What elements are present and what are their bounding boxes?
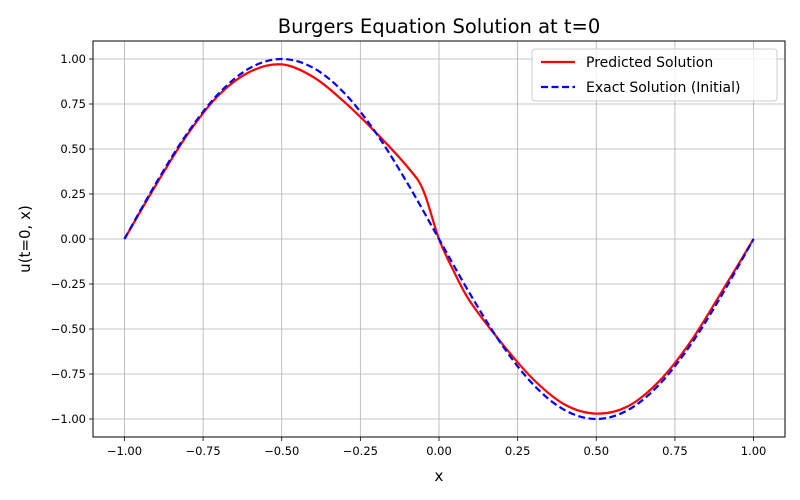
series-lines — [123, 57, 755, 421]
y-tick-label: 0.25 — [60, 187, 86, 201]
y-tick-label: 0.75 — [60, 97, 86, 111]
legend-label-predicted: Predicted Solution — [586, 55, 713, 71]
x-tick-label: −0.50 — [264, 444, 299, 458]
x-tick-label: −1.00 — [107, 444, 142, 458]
y-tick-label: −1.00 — [51, 412, 86, 426]
y-tick-label: −0.50 — [51, 322, 86, 336]
chart-title: Burgers Equation Solution at t=0 — [278, 15, 601, 38]
y-tick-label: −0.75 — [51, 367, 86, 381]
x-ticks: −1.00 −0.75 −0.50 −0.25 0.00 0.25 0.50 0.75 1.00 — [107, 437, 767, 458]
y-tick-label: 1.00 — [60, 52, 86, 66]
legend: Predicted Solution Exact Solution (Initi… — [531, 48, 778, 102]
x-tick-label: 0.50 — [583, 444, 609, 458]
x-tick-label: −0.25 — [343, 444, 378, 458]
y-tick-label: 0.00 — [60, 232, 86, 246]
series-line-exact — [123, 57, 755, 421]
y-tick-label: 0.50 — [60, 142, 86, 156]
y-ticks: −1.00 −0.75 −0.50 −0.25 0.00 0.25 0.50 0.75 1.00 — [51, 52, 93, 426]
x-axis-label: x — [435, 467, 444, 485]
x-tick-label: 1.00 — [741, 444, 767, 458]
y-axis-label: u(t=0, x) — [16, 205, 34, 273]
x-tick-label: 0.25 — [505, 444, 531, 458]
x-tick-label: 0.75 — [662, 444, 688, 458]
x-tick-label: 0.00 — [426, 444, 452, 458]
y-tick-label: −0.25 — [51, 277, 86, 291]
legend-label-exact: Exact Solution (Initial) — [586, 80, 741, 96]
x-tick-label: −0.75 — [185, 444, 220, 458]
legend-box — [531, 48, 778, 102]
